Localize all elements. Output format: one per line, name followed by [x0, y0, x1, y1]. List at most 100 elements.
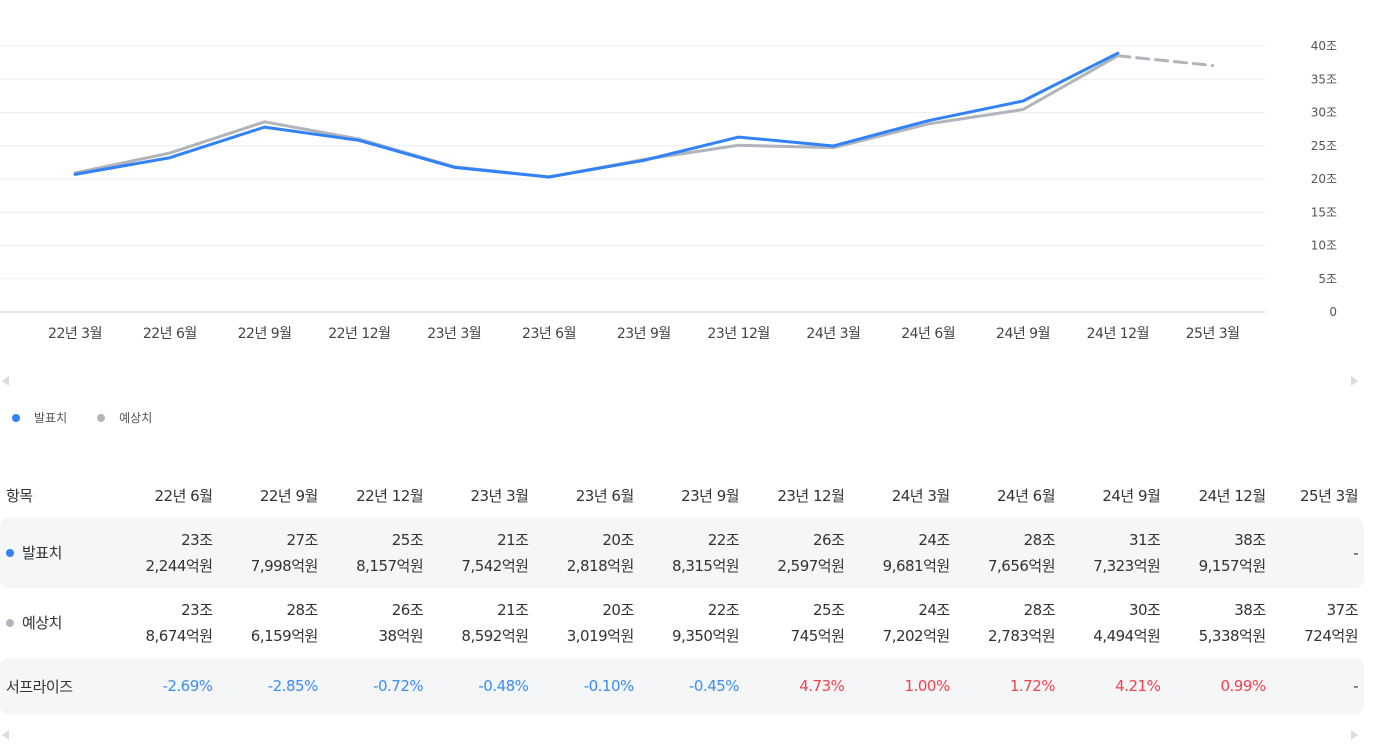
- surprise-value-cell: 4.73%: [745, 658, 851, 714]
- estimate-value-cell: 38조 5,338억원: [1166, 588, 1271, 658]
- actual-value-cell: 20조 2,818억원: [534, 518, 640, 588]
- y-tick-label: 10조: [1311, 239, 1337, 253]
- estimate-dot-icon: [6, 618, 14, 627]
- estimate-value-cell: 26조 38억원: [324, 588, 429, 658]
- estimate-value-sub: 8,674억원: [145, 627, 213, 645]
- x-tick-label: 24년 3월: [806, 326, 860, 342]
- estimate-value-cell: 28조 2,783억원: [956, 588, 1061, 658]
- y-tick-label: 0: [1329, 305, 1337, 319]
- y-tick-label: 20조: [1311, 172, 1337, 186]
- estimate-value-sub: 38억원: [378, 627, 424, 645]
- table-row-surprise: 서프라이즈 -2.69% -2.85% -0.72% -0.48% -0.10% -0.4…: [0, 658, 1364, 714]
- actual-value-main: 24조: [918, 531, 950, 549]
- actual-series-line: [73, 51, 1120, 179]
- estimate-value-sub: 6,159억원: [250, 627, 319, 645]
- actual-value-main: 38조: [1234, 531, 1266, 549]
- surprise-value-cell: -0.45%: [639, 658, 746, 714]
- surprise-value-cell: 4.21%: [1061, 658, 1167, 714]
- estimate-value-sub: 9,350억원: [672, 627, 740, 645]
- table-scroll-left-icon[interactable]: [2, 730, 9, 740]
- chart-series: [73, 51, 1215, 179]
- actual-value-main: 23조: [181, 531, 213, 549]
- surprise-value-cell: -2.69%: [113, 658, 219, 714]
- y-tick-label: 40조: [1311, 39, 1337, 53]
- legend-item-actual[interactable]: 발표치: [12, 409, 67, 426]
- actual-value-main: 21조: [497, 531, 529, 549]
- estimate-value-main: 21조: [497, 601, 529, 619]
- actual-value-cell: 38조 9,157억원: [1166, 518, 1272, 588]
- actual-value-sub: 7,656억원: [987, 557, 1056, 575]
- estimate-value-cell: 28조 6,159억원: [219, 588, 324, 658]
- table-header-col: 25년 3월: [1300, 486, 1359, 505]
- row-label-actual: 발표치: [0, 518, 114, 588]
- estimate-value-sub: 724억원: [1304, 627, 1358, 645]
- estimate-value-cell: 30조 4,494억원: [1061, 588, 1166, 658]
- chart-scroll-left-icon[interactable]: [2, 376, 9, 386]
- estimate-value-sub: 8,592억원: [461, 627, 529, 645]
- surprise-value-cell: 1.00%: [850, 658, 956, 714]
- actual-value-sub: 7,998억원: [250, 557, 319, 575]
- actual-value-main: -: [1353, 544, 1358, 562]
- actual-value-main: 25조: [391, 531, 424, 549]
- x-tick-label: 23년 9월: [617, 326, 671, 342]
- table-row-actual: 발표치 23조 2,244억원 27조 7,998억원 25조 8,157억원 21조 7,5…: [0, 518, 1364, 588]
- estimate-value-main: 22조: [707, 601, 740, 619]
- estimate-value-cell: 37조 724억원: [1272, 588, 1364, 658]
- estimate-value-main: 23조: [181, 601, 213, 619]
- table-scroll-right-icon[interactable]: [1351, 730, 1358, 740]
- x-tick-label: 22년 9월: [238, 326, 292, 342]
- table-header-col: 24년 12월: [1198, 486, 1267, 505]
- estimate-value-cell: 23조 8,674억원: [113, 588, 218, 658]
- estimate-value-cell: 24조 7,202억원: [850, 588, 955, 658]
- x-tick-label: 22년 12월: [328, 326, 390, 342]
- table-header-col: 24년 6월: [997, 486, 1056, 505]
- estimate-value-main: 28조: [1023, 601, 1056, 619]
- actual-value-sub: 9,681억원: [882, 557, 951, 575]
- table-header-col: 24년 3월: [891, 486, 951, 505]
- estimate-value-main: 37조: [1326, 601, 1359, 619]
- x-tick-label: 23년 6월: [522, 326, 576, 342]
- legend-actual-label: 발표치: [34, 411, 68, 425]
- actual-value-main: 22조: [707, 531, 740, 549]
- actual-value-cell: 22조 8,315억원: [639, 518, 746, 588]
- legend-item-estimate[interactable]: 예상치: [97, 409, 152, 426]
- actual-value-sub: 2,818억원: [566, 557, 635, 575]
- row-label-estimate: 예상치: [0, 588, 113, 658]
- table-header-row: 항목 22년 6월 22년 9월 22년 12월 23년 3월 23년 6월 23년 9월…: [0, 472, 1364, 518]
- estimate-value-main: 28조: [286, 601, 318, 619]
- y-tick-label: 15조: [1311, 205, 1337, 219]
- table-row-estimate: 예상치 23조 8,674억원 28조 6,159억원 26조 38억원 21조 8,592억…: [0, 588, 1364, 658]
- surprise-value-cell: -2.85%: [218, 658, 324, 714]
- estimate-value-cell: 21조 8,592억원: [429, 588, 534, 658]
- actual-value-sub: 2,597억원: [777, 557, 845, 575]
- estimate-value-main: 30조: [1128, 601, 1161, 619]
- surprise-value-cell: -0.72%: [323, 658, 430, 714]
- table-header-col: 23년 9월: [681, 486, 740, 505]
- table-header-col: 23년 3월: [470, 486, 529, 505]
- x-tick-label: 25년 3월: [1186, 326, 1240, 342]
- legend-actual-dot-icon: [12, 413, 20, 422]
- surprise-value-cell: -0.48%: [429, 658, 535, 714]
- legend-estimate-dot-icon: [97, 413, 106, 422]
- table-header-col: 22년 6월: [154, 486, 214, 505]
- estimate-value-sub: 745억원: [790, 627, 845, 645]
- actual-value-sub: 7,542억원: [461, 557, 529, 575]
- x-tick-label: 24년 12월: [1087, 326, 1149, 342]
- actual-value-cell: 28조 7,656억원: [955, 518, 1062, 588]
- surprise-value-cell: 1.72%: [955, 658, 1062, 714]
- row-label-estimate-text: 예상치: [22, 614, 62, 632]
- actual-value-sub: 9,157억원: [1198, 557, 1267, 575]
- actual-value-main: 20조: [602, 531, 634, 549]
- estimate-series-line: [73, 54, 1120, 179]
- table-header-col: 22년 9월: [259, 486, 319, 505]
- chart-scroll-right-icon[interactable]: [1351, 376, 1358, 386]
- estimate-value-cell: 20조 3,019억원: [534, 588, 639, 658]
- actual-value-cell: 25조 8,157억원: [323, 518, 430, 588]
- x-tick-label: 24년 9월: [996, 326, 1050, 342]
- actual-value-sub: 8,315억원: [672, 557, 740, 575]
- estimate-value-sub: 5,338억원: [1198, 627, 1267, 645]
- surprise-value-cell: -0.10%: [534, 658, 640, 714]
- actual-value-main: 26조: [813, 531, 845, 549]
- estimate-value-main: 24조: [918, 601, 950, 619]
